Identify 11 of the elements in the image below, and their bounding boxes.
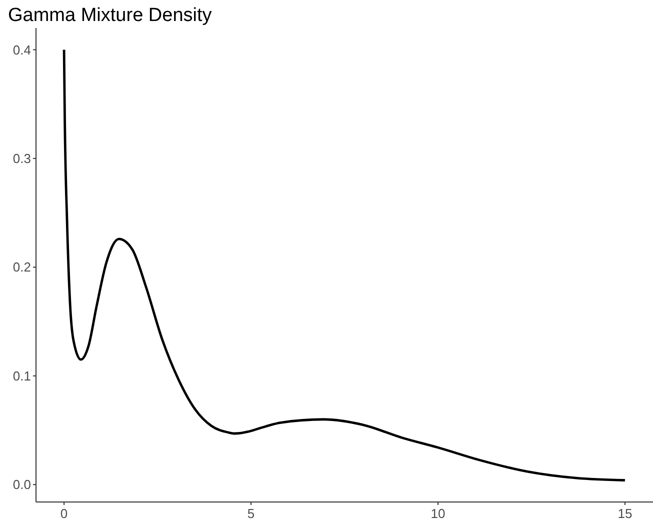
x-tick-label: 0 — [60, 506, 68, 521]
chart-title: Gamma Mixture Density — [8, 5, 212, 26]
x-tick-label: 15 — [618, 506, 632, 521]
y-tick-label: 0.4 — [12, 42, 31, 58]
x-tick-label: 5 — [247, 506, 255, 521]
y-tick-label: 0.3 — [12, 151, 31, 166]
x-tick-label: 10 — [430, 506, 446, 521]
y-tick-label: 0.1 — [12, 368, 31, 384]
y-tick-label: 0.2 — [12, 260, 31, 275]
y-tick-label: 0.0 — [12, 477, 31, 492]
line-series — [62, 48, 626, 482]
